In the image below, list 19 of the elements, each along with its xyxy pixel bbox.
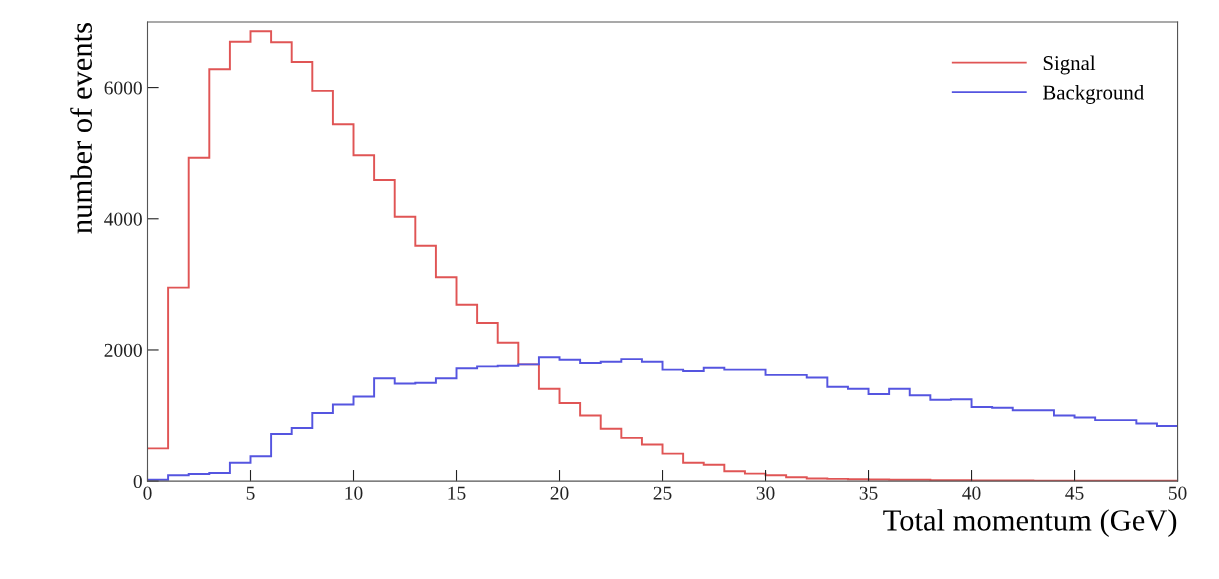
y-tick-label: 2000 [104, 343, 142, 357]
x-tick-label: 5 [246, 486, 255, 500]
legend-label: Signal [1043, 55, 1096, 75]
x-tick-label: 20 [550, 486, 569, 500]
x-tick-label: 25 [653, 486, 672, 500]
x-tick-label: 10 [345, 486, 363, 500]
x-tick-label: 50 [1168, 486, 1187, 500]
x-tick-label: 40 [962, 486, 981, 500]
x-tick-label: 30 [756, 486, 775, 500]
legend-label: Background [1042, 84, 1144, 104]
y-tick-label: 6000 [104, 81, 142, 95]
x-tick-label: 35 [859, 486, 878, 500]
x-tick-label: 0 [143, 486, 152, 500]
x-tick-label: 45 [1065, 486, 1084, 500]
y-tick-label: 0 [133, 474, 142, 489]
y-axis-title: number of events [70, 23, 92, 234]
y-tick-label: 4000 [104, 212, 142, 226]
x-tick-label: 15 [448, 486, 466, 500]
x-axis-title: Total momentum (GeV) [883, 509, 1177, 537]
